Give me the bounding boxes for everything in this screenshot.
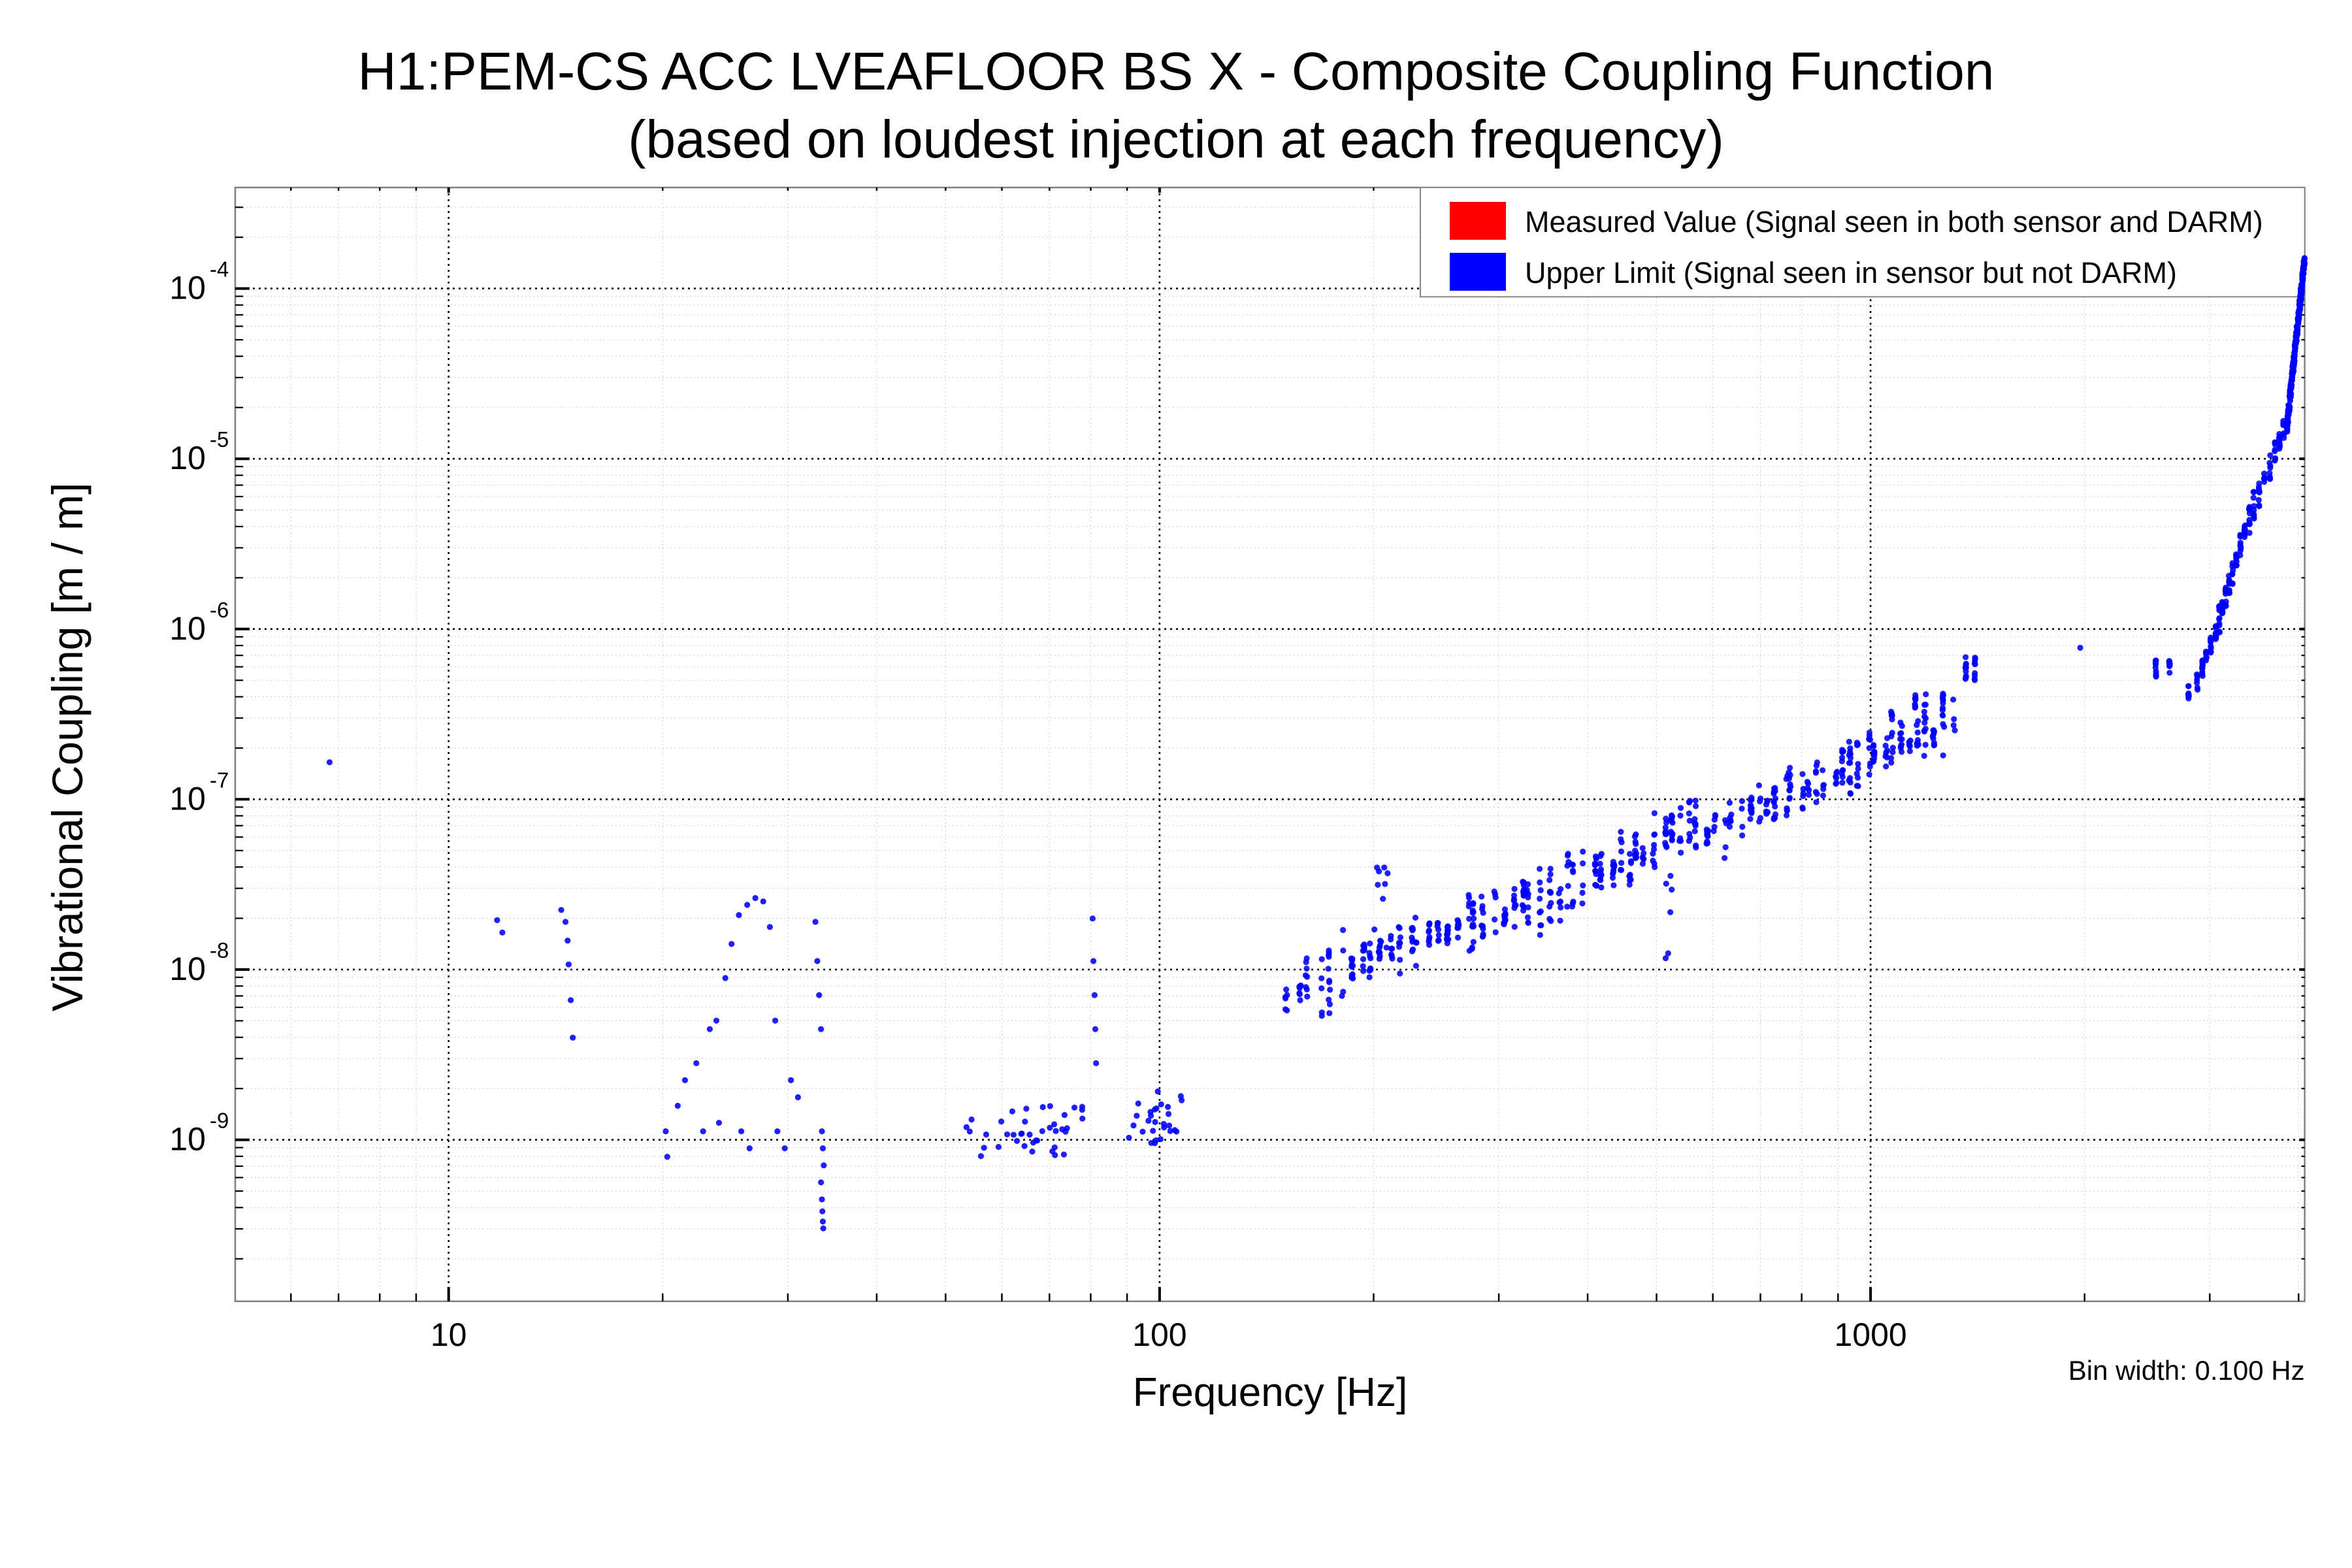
- svg-text:10: 10: [169, 951, 206, 987]
- svg-text:10: 10: [169, 1121, 206, 1158]
- svg-text:-7: -7: [210, 768, 229, 792]
- svg-text:10: 10: [169, 780, 206, 817]
- svg-text:Frequency [Hz]: Frequency [Hz]: [1133, 1370, 1407, 1415]
- svg-text:10: 10: [169, 610, 206, 647]
- svg-text:-8: -8: [210, 938, 229, 962]
- svg-text:1000: 1000: [1834, 1316, 1906, 1353]
- svg-text:Vibrational Coupling [m / m]: Vibrational Coupling [m / m]: [43, 483, 91, 1012]
- svg-text:-9: -9: [210, 1109, 229, 1133]
- svg-text:Bin width: 0.100 Hz: Bin width: 0.100 Hz: [2068, 1355, 2305, 1386]
- svg-text:10: 10: [431, 1316, 467, 1353]
- svg-text:Upper Limit (Signal seen in se: Upper Limit (Signal seen in sensor but n…: [1525, 256, 2177, 289]
- svg-text:100: 100: [1132, 1316, 1186, 1353]
- svg-text:10: 10: [169, 270, 206, 306]
- svg-text:10: 10: [169, 440, 206, 476]
- svg-text:-6: -6: [210, 598, 229, 622]
- svg-text:-5: -5: [210, 427, 229, 451]
- svg-text:-4: -4: [210, 257, 229, 282]
- svg-text:Measured Value (Signal seen in: Measured Value (Signal seen in both sens…: [1525, 205, 2263, 238]
